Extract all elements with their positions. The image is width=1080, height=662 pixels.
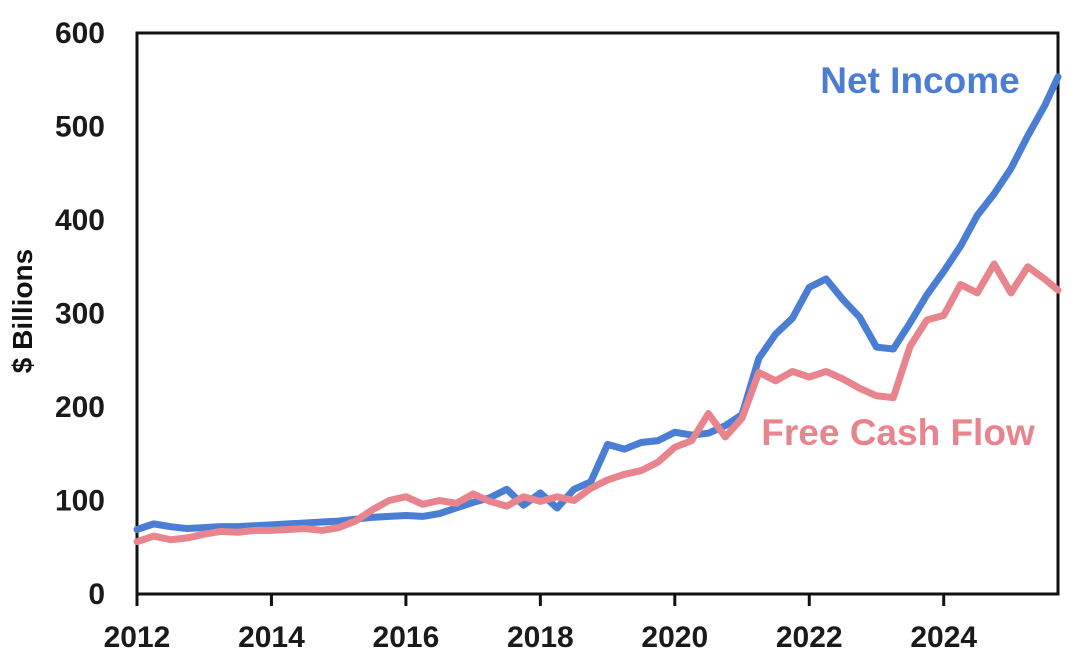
x-tick-label: 2018 xyxy=(507,621,574,654)
x-tick-label: 2022 xyxy=(776,621,843,654)
y-tick-label: 500 xyxy=(55,111,105,144)
y-tick-label: 0 xyxy=(88,578,105,611)
y-tick-label: 300 xyxy=(55,298,105,331)
y-axis-title: $ Billions xyxy=(7,248,38,374)
y-tick-label: 100 xyxy=(55,485,105,518)
x-tick-label: 2020 xyxy=(641,621,708,654)
series-label-free-cash-flow: Free Cash Flow xyxy=(761,412,1035,453)
y-tick-label: 600 xyxy=(55,17,105,50)
y-tick-label: 400 xyxy=(55,204,105,237)
x-tick-label: 2016 xyxy=(373,621,440,654)
plot-border xyxy=(135,31,1060,596)
series-line-net-income xyxy=(133,73,1062,533)
y-tick-label: 200 xyxy=(55,391,105,424)
x-tick-label: 2012 xyxy=(104,621,171,654)
series-label-net-income: Net Income xyxy=(820,60,1020,101)
series-line-free-cash-flow xyxy=(133,260,1062,546)
x-tick-label: 2024 xyxy=(910,621,977,654)
x-tick-label: 2014 xyxy=(238,621,305,654)
